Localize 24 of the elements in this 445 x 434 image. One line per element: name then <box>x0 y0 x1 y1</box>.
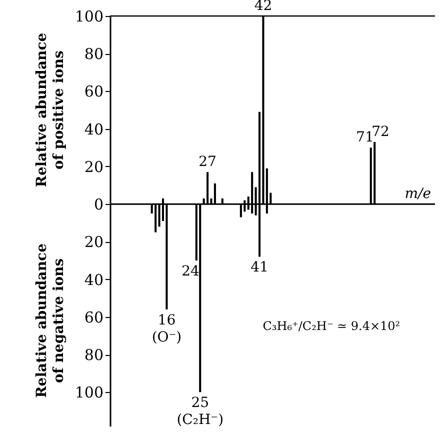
y-tick-label: 80 <box>84 45 104 64</box>
annotation: 16 <box>158 312 176 328</box>
text: Relative abundance of negative ions <box>34 243 67 398</box>
y-tick-label: 60 <box>84 308 104 326</box>
y-tick-label: 100 <box>74 8 104 26</box>
annotation: (O⁻) <box>152 329 182 346</box>
y-tick-label: 40 <box>84 120 104 138</box>
y-tick-label: 80 <box>84 346 104 364</box>
annotation: 71 <box>356 130 374 146</box>
y-tick-label: 20 <box>84 233 104 252</box>
annotation: 24 <box>182 263 200 280</box>
y-tick-label: 40 <box>84 270 104 289</box>
y-tick-label: 60 <box>84 82 104 101</box>
y-tick-label: 0 <box>94 196 104 214</box>
annotation: (C₂H⁻) <box>176 412 224 428</box>
y-tick-label: 20 <box>84 158 104 176</box>
annotation: C₃H₆⁺/C₂H⁻ ≃ 9.4×10² <box>262 319 400 334</box>
annotation: 41 <box>250 260 268 276</box>
x-axis-title: m/e <box>404 186 431 202</box>
annotation: 25 <box>191 395 210 412</box>
annotation: 72 <box>372 124 390 140</box>
annotation: 27 <box>198 154 216 170</box>
y-tick-label: 100 <box>74 384 104 402</box>
y-axis-title: Relative abundance of positive ions <box>34 32 67 188</box>
